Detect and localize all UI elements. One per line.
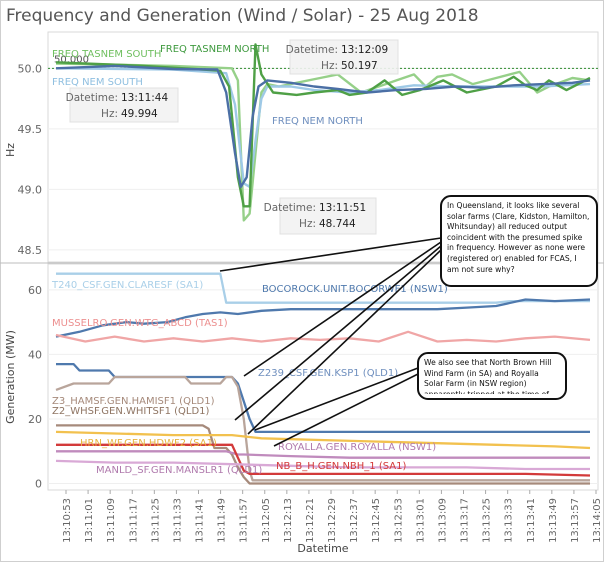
x-tick-label: 13:12:37 — [349, 498, 360, 543]
gen-series-line — [55, 459, 590, 471]
gen-series-label: BOCOROCK.UNIT.BOCORWF1 (NSW1) — [262, 284, 448, 295]
tooltip-datetime-value: 13:12:09 — [341, 44, 388, 56]
x-tick-label: 13:13:41 — [526, 498, 537, 543]
callout-text: In Queensland, it looks like several sol… — [447, 201, 590, 274]
freq-axis-label: Hz — [4, 143, 17, 157]
tooltip-hz-value: 50.197 — [341, 60, 378, 72]
x-tick-label: 13:12:05 — [261, 498, 272, 543]
gen-series-line — [55, 330, 591, 343]
tooltip-box — [279, 197, 377, 235]
gen-series-label: NB_B_H.GEN.NBH_1 (SA1) — [276, 461, 406, 472]
freq-series-label: FREQ NEM SOUTH — [52, 77, 143, 88]
callout-pointer — [273, 373, 419, 447]
freq-series-label: FREQ TASNEM SOUTH — [52, 49, 161, 60]
x-tick-label: 13:13:25 — [482, 498, 493, 543]
gen-tick-label: 60 — [28, 284, 42, 297]
callout-text-holder: We also see that North Brown Hill Wind F… — [424, 358, 552, 394]
gen-series-label: Z2_WHSF.GEN.WHITSF1 (QLD1) — [52, 406, 210, 417]
gen-tick-label: 20 — [28, 413, 42, 426]
callout-pointer — [219, 237, 442, 272]
x-tick-label: 13:11:17 — [128, 498, 139, 543]
freq-tick-label: 49.5 — [18, 123, 43, 136]
gen-series-line — [56, 272, 590, 304]
tooltip-hz-value: 48.744 — [319, 218, 356, 230]
callout-box — [440, 195, 598, 287]
x-tick-label: 13:11:25 — [150, 498, 161, 543]
gen-axis-label: Generation (MW) — [4, 330, 17, 424]
callout-pointer — [247, 249, 442, 435]
x-tick-label: 13:11:09 — [106, 498, 117, 543]
callout-wind: We also see that North Brown Hill Wind F… — [254, 352, 567, 447]
gen-tick-label: 0 — [35, 478, 42, 491]
gen-series-line — [55, 375, 590, 482]
gen-tick-label: 40 — [28, 348, 42, 361]
x-tick-label: 13:13:57 — [570, 498, 581, 543]
callout-text: We also see that North Brown Hill Wind F… — [424, 358, 552, 394]
x-tick-label: 13:13:01 — [415, 498, 426, 543]
gen-series-label: HRN_WF.GEN.HDWF2 (SA1) — [80, 438, 217, 449]
tooltip-box — [69, 87, 179, 123]
x-tick-label: 13:11:57 — [239, 498, 250, 543]
callout-pointer — [234, 245, 442, 421]
freq-plot-area — [47, 31, 599, 263]
x-tick-label: 13:13:17 — [460, 498, 471, 543]
freq-tick-label: 50.0 — [18, 62, 43, 75]
callout-text-holder: In Queensland, it looks like several sol… — [447, 201, 590, 274]
x-tick-label: 13:13:49 — [548, 498, 559, 543]
callout-solar: In Queensland, it looks like several sol… — [219, 195, 598, 435]
x-tick-label: 13:12:21 — [305, 498, 316, 543]
x-axis-label: Datetime — [297, 542, 348, 555]
tooltip-hz-label: Hz: — [299, 218, 316, 230]
tooltip-datetime-value: 13:11:44 — [121, 92, 168, 104]
gen-series-label: Z239_CSF.GEN.KSP1 (QLD1) — [258, 368, 398, 379]
gen-series-line — [56, 450, 590, 459]
tooltip-datetime-label: Datetime: — [66, 92, 118, 104]
x-tick-label: 13:12:29 — [327, 498, 338, 543]
freq-tick-label: 49.0 — [18, 183, 43, 196]
freq-series-line — [55, 64, 591, 189]
freq-series-line — [55, 43, 591, 208]
chart-title: Frequency and Generation (Wind / Solar) … — [6, 6, 479, 26]
x-tick-label: 13:12:53 — [393, 498, 404, 543]
gen-series-line — [55, 430, 591, 450]
tooltip-hz-value: 49.994 — [121, 108, 158, 120]
gen-series-label: Z3_HAMSF.GEN.HAMISF1 (QLD1) — [52, 396, 215, 407]
callout-pointer — [243, 241, 442, 377]
x-tick-label: 13:12:13 — [283, 498, 294, 543]
x-tick-label: 13:12:45 — [371, 498, 382, 543]
gen-series-label: MUSSELRO.GEN.WTG_ABCD (TAS1) — [52, 318, 228, 329]
callout-pointer — [254, 367, 419, 431]
x-tick-label: 13:11:01 — [84, 498, 95, 543]
gen-plot-area — [47, 263, 599, 491]
x-tick-label: 13:11:33 — [172, 498, 183, 543]
tooltip-datetime-label: Datetime: — [264, 202, 316, 214]
x-tick-label: 13:10:53 — [62, 498, 73, 543]
x-tick-label: 13:11:49 — [217, 498, 228, 543]
freq-series-label: FREQ NEM NORTH — [272, 116, 363, 127]
tooltip-hz-label: Hz: — [321, 60, 338, 72]
x-tick-label: 13:14:05 — [592, 498, 603, 543]
x-tick-label: 13:11:41 — [195, 498, 206, 543]
gen-series-line — [55, 298, 591, 338]
x-tick-label: 13:13:33 — [504, 498, 515, 543]
gen-series-label: T240_CSF.GEN.CLARESF (SA1) — [51, 280, 203, 291]
freq-series-label: FREQ TASNEM NORTH — [160, 44, 269, 55]
tooltip-hz-label: Hz: — [101, 108, 118, 120]
gen-series-label: ROYALLA.GEN.ROYALLA (NSW1) — [278, 442, 436, 453]
reference-label: 50.000 — [54, 54, 89, 65]
x-tick-label: 13:13:09 — [437, 498, 448, 543]
tooltip-datetime-value: 13:11:51 — [319, 202, 366, 214]
tooltip-datetime-label: Datetime: — [286, 44, 338, 56]
gen-series-label: MANLD_SF.GEN.MANSLR1 (QLD1) — [96, 465, 262, 476]
gen-series-line — [56, 443, 591, 477]
callout-box — [417, 352, 567, 400]
tooltip-box — [289, 39, 399, 75]
freq-tick-label: 48.5 — [18, 244, 43, 257]
